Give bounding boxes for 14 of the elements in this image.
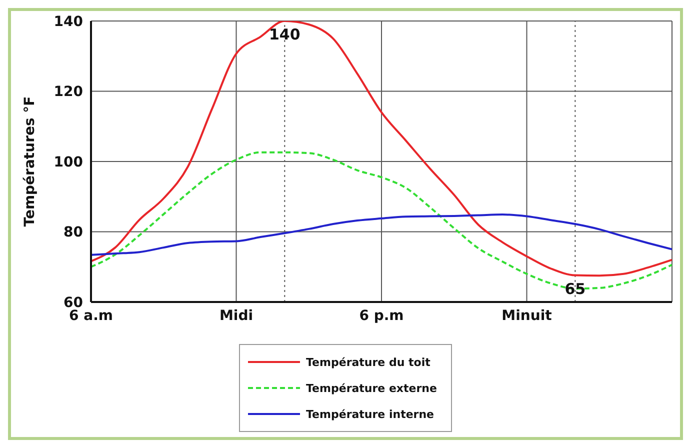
y-axis-title: Températures °F (22, 96, 38, 227)
y-tick-label: 100 (54, 154, 84, 170)
x-tick-label: 6 p.m (359, 308, 404, 324)
x-tick-label: Minuit (502, 308, 552, 324)
y-tick-label: 120 (54, 84, 84, 100)
legend-label: Température interne (306, 408, 434, 420)
annotation: 65 (564, 280, 586, 298)
line-series (91, 214, 672, 256)
y-tick-label: 140 (54, 14, 84, 30)
legend-label: Température externe (306, 382, 437, 394)
x-tick-label: Midi (219, 308, 254, 324)
legend-label: Température du toit (306, 356, 430, 368)
annotation: 140 (269, 26, 300, 44)
y-tick-label: 80 (64, 224, 84, 241)
